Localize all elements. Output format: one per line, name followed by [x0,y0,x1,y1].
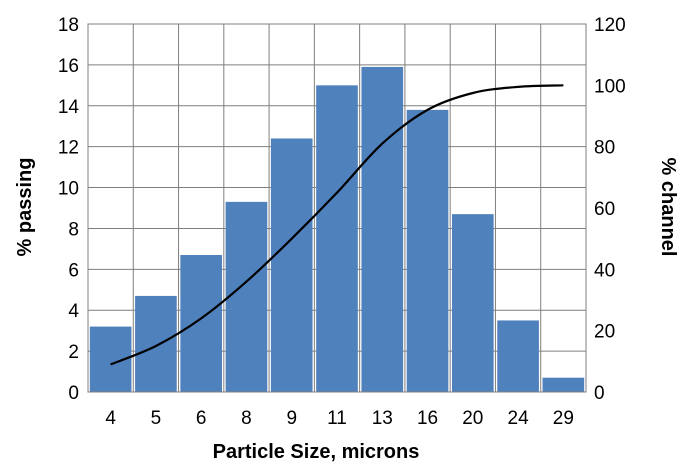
right-tick-label: 0 [594,383,605,404]
x-tick-label: 20 [462,408,483,429]
x-tick-label: 16 [417,408,438,429]
left-tick-label: 0 [68,383,79,404]
left-tick-label: 12 [58,138,79,159]
left-tick-label: 14 [58,97,80,118]
x-tick-label: 6 [196,408,207,429]
bar-6 [180,255,223,392]
x-tick-label: 5 [151,408,162,429]
bar-8 [225,201,268,392]
bar-series [89,66,585,392]
x-axis-title: Particle Size, microns [213,441,420,463]
right-axis-ticks: 0 20 40 60 80 100 120 [594,15,626,404]
bar-29 [542,377,585,392]
right-tick-label: 80 [594,138,615,159]
bar-13 [361,66,404,392]
x-tick-label: 8 [241,408,252,429]
bar-9 [270,138,313,392]
cumulative-curve-series [110,84,564,366]
plot-frame [87,23,587,393]
left-tick-label: 4 [68,301,79,322]
x-axis-ticks: 4 5 6 8 9 11 13 16 20 24 29 [105,408,574,429]
left-tick-label: 6 [68,260,79,281]
right-tick-label: 100 [594,76,626,97]
bar-24 [497,320,539,392]
right-tick-label: 60 [594,199,615,220]
left-tick-label: 18 [58,15,79,36]
x-tick-label: 4 [105,408,116,429]
left-tick-label: 10 [58,179,79,200]
left-tick-label: 8 [68,219,79,240]
left-axis-title: % passing [14,158,36,257]
bar-16 [406,109,449,392]
x-tick-label: 11 [327,408,347,429]
x-tick-label: 29 [553,408,574,429]
left-tick-label: 2 [68,342,79,363]
plot-area-border [87,23,587,393]
right-tick-label: 120 [594,15,626,36]
bar-5 [135,295,177,392]
x-tick-label: 24 [508,408,530,429]
cumulative-curve [110,84,564,366]
bar-11 [316,85,358,392]
right-tick-label: 40 [594,260,615,281]
x-tick-label: 9 [286,408,297,429]
right-tick-label: 20 [594,322,615,343]
bar-20 [451,214,494,392]
x-tick-label: 13 [372,408,393,429]
right-axis-title: % channel [657,158,679,257]
left-axis-ticks: 0 2 4 6 8 10 12 14 16 18 [58,15,80,404]
left-tick-label: 16 [58,56,79,77]
